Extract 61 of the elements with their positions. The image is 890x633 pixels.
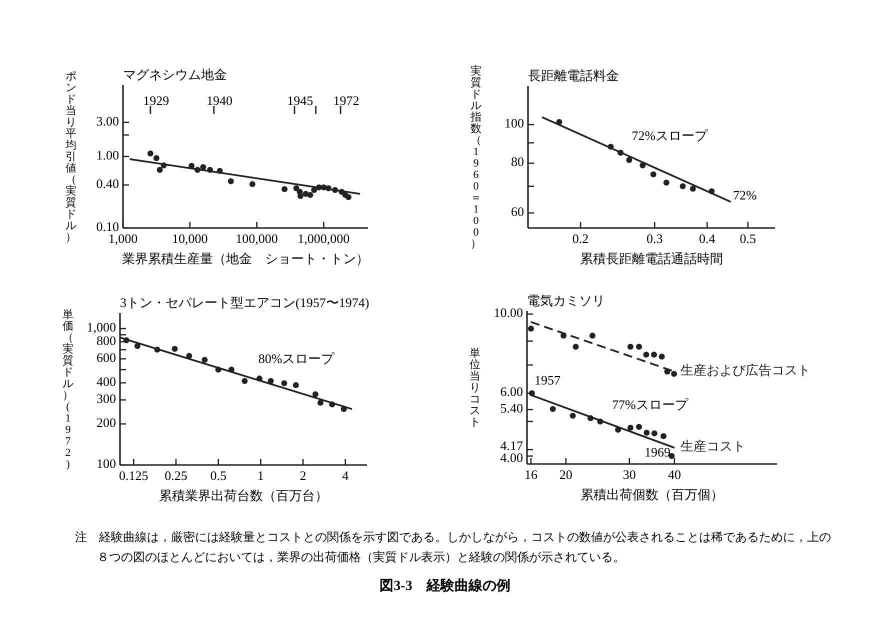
annotation: 72%スロープ <box>632 128 709 144</box>
y-tick-label: 300 <box>96 390 116 406</box>
x-tick-label: 20 <box>559 467 572 482</box>
y-axis-title: 単位当りコスト <box>470 348 480 429</box>
y-tick-label: 0.40 <box>96 176 119 191</box>
x-tick-label: 100,000 <box>236 231 278 246</box>
x-tick-label: 0.5 <box>210 468 226 483</box>
chart-title: マグネシウム地金 <box>123 67 227 82</box>
series-label: 生産コスト <box>680 438 746 454</box>
y-tick-label: 6.00 <box>500 384 523 400</box>
x-axis-title: 累積長距離電話通話時間 <box>580 251 723 266</box>
annotation: 1957 <box>534 372 561 388</box>
annotation: 1972 <box>333 93 360 108</box>
x-axis-title: 業界累積生産量（地金 ショート・トン） <box>122 251 369 266</box>
text: 注 経験曲線は，厳密には経験量とコストとの関係を示す図である。しかしながら，コストの数値が公表されることは稀であるために，上の８つの図のほとんどにおいては，業界の出荷価格（実質ドル表示）と経験の関係が示されている。 <box>75 530 831 564</box>
x-tick-label: 0.125 <box>119 468 148 483</box>
x-tick-label: 2 <box>300 468 306 483</box>
y-tick-label: 200 <box>96 414 116 430</box>
x-axis-title: 累積出荷個数（百万個） <box>580 487 724 502</box>
y-tick-label: 400 <box>96 374 116 389</box>
x-tick-label: 16 <box>524 467 538 482</box>
y-tick-label: 10.00 <box>494 305 523 320</box>
text: 図3-3 経験曲線の例 <box>380 578 510 594</box>
annotation: 1969 <box>644 444 670 460</box>
y-tick-label: 100 <box>96 456 116 471</box>
y-tick-label: 3.00 <box>96 113 119 128</box>
annotation: 1940 <box>206 93 233 108</box>
series-label: 生産および広告コスト <box>680 362 810 378</box>
x-tick-label: 1,000,000 <box>298 231 350 246</box>
x-tick-label: 40 <box>668 467 681 482</box>
x-tick-label: 30 <box>622 467 636 482</box>
x-tick-label: 1 <box>257 468 264 483</box>
annotation: 77%スロープ <box>612 396 689 412</box>
y-tick-label: 1,000 <box>86 320 116 335</box>
annotation: 1945 <box>287 93 314 108</box>
x-tick-label: 0.3 <box>646 231 663 246</box>
y-tick-label: 600 <box>96 350 116 365</box>
annotation: 1929 <box>143 93 170 108</box>
x-tick-label: 0.4 <box>699 231 716 246</box>
x-tick-label: 0.2 <box>572 231 589 246</box>
x-tick-label: 0.5 <box>740 231 756 246</box>
x-tick-label: 0.25 <box>164 468 188 483</box>
y-tick-label: 1.00 <box>96 147 119 162</box>
x-tick-label: 10,000 <box>172 231 208 246</box>
text: ポンド当り平均引値（実質ドル） <box>66 70 76 244</box>
text: 実質ドル指数（1960＝100） <box>470 65 482 250</box>
chart-title: 3トン・セパレート型エアコン(1957〜1974) <box>120 295 370 310</box>
annotation: 80%スロープ <box>258 351 336 366</box>
y-tick-label: 800 <box>96 332 116 348</box>
y-tick-label: 0.10 <box>96 218 119 234</box>
chart-title: 長距離電話料金 <box>528 68 619 83</box>
annotation: 72% <box>733 188 758 203</box>
x-axis-title: 累積業界出荷台数（百万台） <box>159 488 328 503</box>
text: 単価（実質ドル）(1972) <box>62 308 74 470</box>
x-tick-label: 1,000 <box>108 231 138 246</box>
x-tick-label: 4 <box>342 468 350 483</box>
y-tick-label: 100 <box>504 116 524 131</box>
y-tick-label: 5.40 <box>500 400 523 416</box>
chart-title: 電気カミソリ <box>527 293 605 308</box>
y-tick-label: 60 <box>511 204 524 219</box>
y-tick-label: 80 <box>511 154 524 170</box>
